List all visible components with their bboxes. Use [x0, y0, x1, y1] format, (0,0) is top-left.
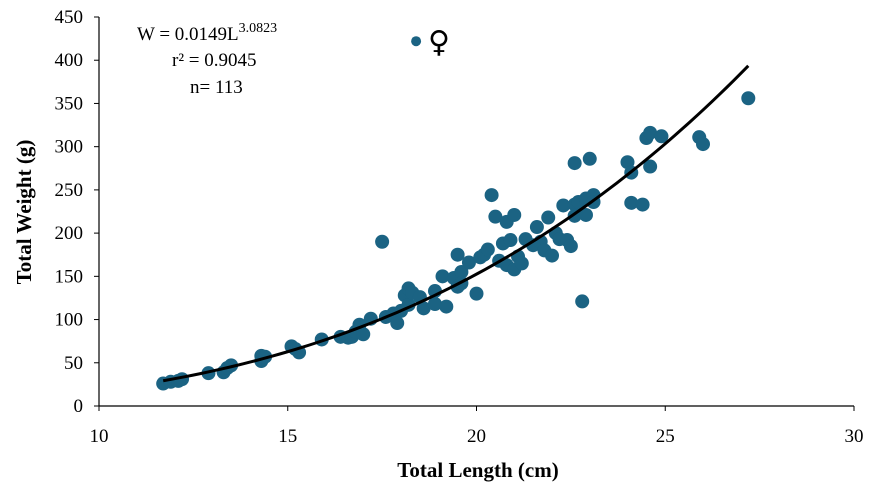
fit-curve [163, 66, 748, 381]
y-axis-title: Total Weight (g) [12, 140, 36, 285]
data-point [470, 287, 484, 301]
data-point [439, 300, 453, 314]
x-tick-label: 10 [90, 426, 109, 447]
y-tick-label: 100 [55, 310, 84, 331]
y-tick-label: 150 [55, 266, 84, 287]
data-point [503, 233, 517, 247]
x-tick-label: 20 [467, 426, 486, 447]
y-tick-label: 450 [55, 7, 84, 28]
data-point [564, 239, 578, 253]
outlier-point [411, 36, 421, 46]
data-point [575, 294, 589, 308]
equation-exponent: 3.0823 [239, 21, 278, 36]
r-squared-label: r² = 0.9045 [172, 50, 257, 71]
y-tick-label: 50 [64, 353, 83, 374]
data-point [485, 188, 499, 202]
sample-size-label: n= 113 [190, 77, 243, 98]
data-point [481, 243, 495, 257]
x-tick-labels: 10 15 20 25 30 [90, 406, 864, 447]
y-tick-label: 250 [55, 180, 84, 201]
y-tick-labels: 0 50 100 150 200 250 300 350 400 450 [55, 7, 100, 417]
data-point [515, 256, 529, 270]
data-point [636, 198, 650, 212]
data-point [530, 220, 544, 234]
data-point [375, 235, 389, 249]
equation-base: W = 0.0149L [137, 24, 239, 45]
data-point [541, 211, 555, 225]
data-points [156, 36, 755, 390]
data-point [696, 137, 710, 151]
data-point [568, 156, 582, 170]
equation-label: W = 0.0149L3.0823 [137, 21, 277, 45]
data-point [507, 208, 521, 222]
y-tick-label: 400 [55, 50, 84, 71]
data-point [583, 152, 597, 166]
y-tick-label: 200 [55, 223, 84, 244]
x-tick-label: 30 [845, 426, 864, 447]
y-tick-label: 0 [74, 396, 84, 417]
x-tick-label: 15 [278, 426, 297, 447]
x-axis-title: Total Length (cm) [397, 458, 558, 482]
data-point [451, 248, 465, 262]
x-tick-label: 25 [656, 426, 675, 447]
data-point [390, 316, 404, 330]
y-tick-label: 350 [55, 93, 84, 114]
y-tick-label: 300 [55, 137, 84, 158]
female-symbol: ♀ [428, 25, 450, 60]
data-point [741, 91, 755, 105]
data-point [545, 249, 559, 263]
